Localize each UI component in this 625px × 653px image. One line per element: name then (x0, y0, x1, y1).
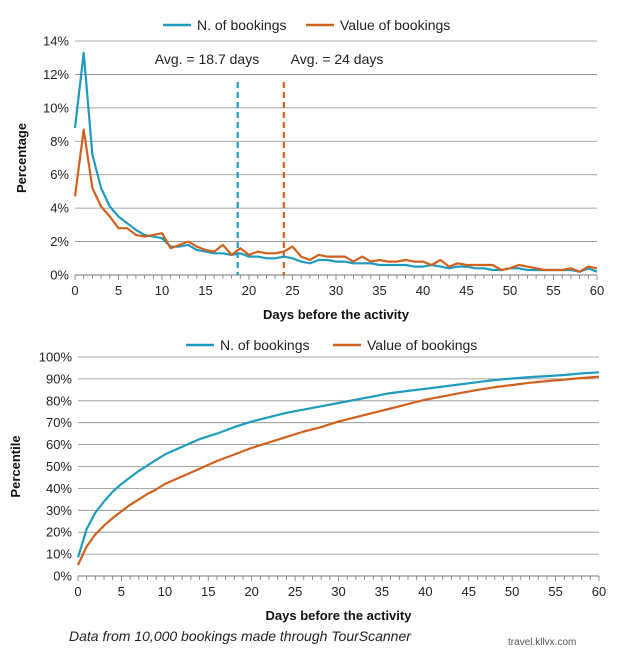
y-tick-label: 0% (53, 569, 72, 584)
x-tick-label: 45 (459, 283, 473, 298)
chart-bottom-percentile: 0% 10% 20% 30% 40% 50% 60% 70% 80% 90% 100% 0 5 10 15 2… (8, 337, 606, 623)
x-tick-label: 0 (74, 584, 81, 599)
x-tick-label: 25 (288, 584, 302, 599)
x-tick-label: 20 (242, 283, 256, 298)
x-tick-label: 35 (372, 283, 386, 298)
x-tick-label: 40 (416, 283, 430, 298)
y-tick-label: 70% (46, 415, 72, 430)
x-tick-label: 40 (418, 584, 432, 599)
y-tick-label: 10% (46, 547, 72, 562)
x-tick-label: 55 (546, 283, 560, 298)
x-tick-label: 35 (375, 584, 389, 599)
y-tick-label: 14% (43, 34, 69, 49)
average-annotation: Avg. = 18.7 days (155, 51, 259, 67)
caption: Data from 10,000 bookings made through T… (69, 628, 411, 644)
y-tick-label: 60% (46, 437, 72, 452)
x-tick-label: 50 (503, 283, 517, 298)
y-tick-label: 2% (50, 234, 69, 249)
series-line-n-bookings (76, 371, 600, 558)
y-tick-label: 90% (46, 371, 72, 386)
watermark: travel.kllvx.com (508, 637, 577, 648)
legend-label: Value of bookings (340, 17, 450, 33)
series-line-n-bookings (73, 51, 598, 273)
chart-top-percentage: 0% 2% 4% 6% 8% 10% 12% 14% 0 5 10 15 20 25 30 35 40 45 50 5… (14, 17, 604, 322)
y-tick-label: 4% (50, 201, 69, 216)
y-axis-title: Percentage (14, 123, 29, 193)
y-tick-label: 0% (50, 268, 69, 283)
x-tick-label: 45 (462, 584, 476, 599)
x-axis-title: Days before the activity (266, 608, 413, 623)
x-tick-label: 15 (198, 283, 212, 298)
x-tick-label: 55 (548, 584, 562, 599)
x-axis-title: Days before the activity (263, 307, 410, 322)
y-tick-label: 10% (43, 100, 69, 115)
x-tick-label: 0 (71, 283, 78, 298)
x-tick-label: 30 (329, 283, 343, 298)
y-tick-label: 20% (46, 525, 72, 540)
x-tick-label: 15 (201, 584, 215, 599)
legend-label: N. of bookings (220, 337, 310, 353)
x-tick-label: 10 (155, 283, 169, 298)
y-tick-label: 8% (50, 134, 69, 149)
y-tick-label: 50% (46, 459, 72, 474)
x-tick-label: 30 (331, 584, 345, 599)
y-tick-label: 100% (39, 350, 73, 365)
x-tick-label: 25 (285, 283, 299, 298)
series-line-value-bookings (73, 128, 598, 273)
legend-label: N. of bookings (197, 17, 287, 33)
average-annotation: Avg. = 24 days (291, 51, 384, 67)
y-tick-label: 12% (43, 67, 69, 82)
x-tick-label: 20 (244, 584, 258, 599)
x-tick-label: 60 (590, 283, 604, 298)
series-line-value-bookings (77, 375, 600, 566)
y-axis-title: Percentile (8, 435, 23, 497)
x-tick-label: 5 (115, 283, 122, 298)
x-tick-label: 60 (592, 584, 606, 599)
legend-label: Value of bookings (367, 337, 477, 353)
x-tick-label: 50 (505, 584, 519, 599)
y-tick-label: 40% (46, 481, 72, 496)
x-tick-label: 10 (158, 584, 172, 599)
y-tick-label: 6% (50, 167, 69, 182)
y-tick-label: 30% (46, 503, 72, 518)
x-tick-label: 5 (118, 584, 125, 599)
y-tick-label: 80% (46, 393, 72, 408)
